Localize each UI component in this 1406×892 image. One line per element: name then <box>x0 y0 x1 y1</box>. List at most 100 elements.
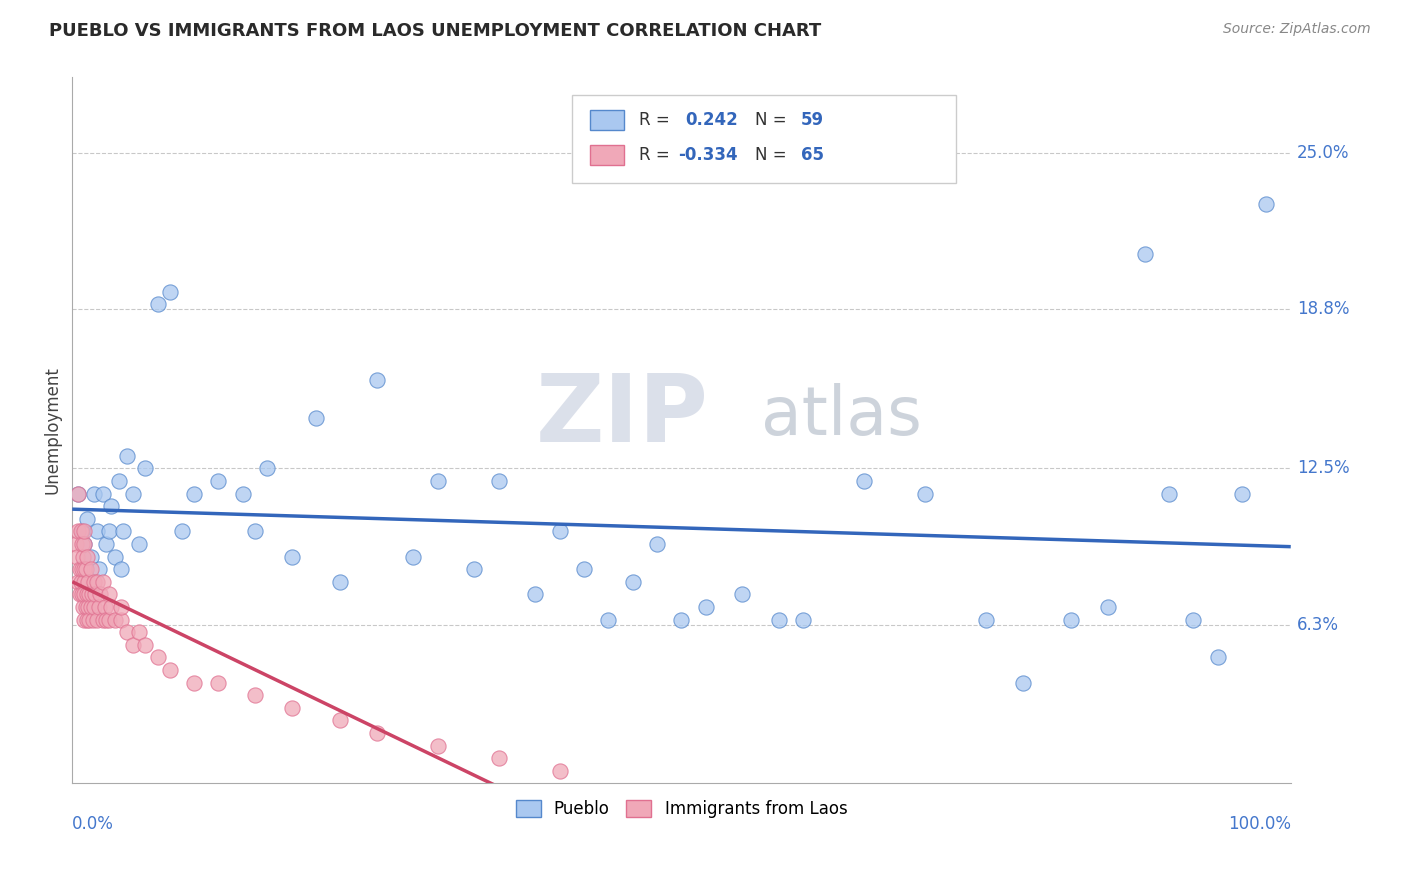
Point <box>243 524 266 539</box>
Point <box>69 524 91 539</box>
Point <box>72 549 94 564</box>
Point <box>67 574 90 589</box>
Point <box>122 638 145 652</box>
Point <box>914 486 936 500</box>
Point <box>112 524 135 539</box>
Point <box>115 449 138 463</box>
Point <box>1182 613 1205 627</box>
Point <box>83 486 105 500</box>
Point <box>77 599 100 614</box>
Point <box>170 524 193 539</box>
Point <box>426 739 449 753</box>
Point <box>974 613 997 627</box>
Point <box>73 524 96 539</box>
Point <box>598 613 620 627</box>
Point <box>70 562 93 576</box>
Point <box>207 474 229 488</box>
Bar <box>591 145 624 165</box>
Point <box>70 537 93 551</box>
Point <box>87 599 110 614</box>
Point <box>110 599 132 614</box>
Point <box>280 701 302 715</box>
Point <box>1256 196 1278 211</box>
Text: Source: ZipAtlas.com: Source: ZipAtlas.com <box>1223 22 1371 37</box>
Point <box>146 650 169 665</box>
Point <box>1230 486 1253 500</box>
Point <box>100 499 122 513</box>
Point <box>1133 247 1156 261</box>
Point <box>100 599 122 614</box>
Point <box>1060 613 1083 627</box>
Point <box>86 613 108 627</box>
Point <box>86 574 108 589</box>
Y-axis label: Unemployment: Unemployment <box>44 367 60 494</box>
Point <box>110 562 132 576</box>
Point <box>82 613 104 627</box>
Point <box>84 587 107 601</box>
Point <box>73 587 96 601</box>
Point <box>73 537 96 551</box>
Point <box>79 562 101 576</box>
Point <box>91 486 114 500</box>
Point <box>731 587 754 601</box>
Point <box>67 486 90 500</box>
FancyBboxPatch shape <box>572 95 956 184</box>
Point <box>488 751 510 765</box>
Point <box>70 524 93 539</box>
Point <box>97 613 120 627</box>
Text: ZIP: ZIP <box>536 370 709 462</box>
Point <box>79 613 101 627</box>
Text: N =: N = <box>755 111 792 128</box>
Point <box>128 537 150 551</box>
Point <box>463 562 485 576</box>
Point <box>524 587 547 601</box>
Point <box>69 562 91 576</box>
Point <box>80 587 103 601</box>
Point <box>366 373 388 387</box>
Point <box>159 285 181 299</box>
Point <box>97 524 120 539</box>
Point <box>645 537 668 551</box>
Point <box>183 486 205 500</box>
Point <box>96 613 118 627</box>
Point <box>73 613 96 627</box>
Point <box>69 574 91 589</box>
Point <box>768 613 790 627</box>
Point <box>97 587 120 601</box>
Point <box>94 599 117 614</box>
Point <box>107 474 129 488</box>
Point <box>548 764 571 778</box>
Point <box>426 474 449 488</box>
Point <box>1011 675 1033 690</box>
Point <box>183 675 205 690</box>
Point <box>76 587 98 601</box>
Point <box>73 562 96 576</box>
Point <box>76 512 98 526</box>
Point <box>66 549 89 564</box>
Point <box>87 562 110 576</box>
Point <box>104 613 127 627</box>
Text: 0.0%: 0.0% <box>72 815 114 833</box>
Point <box>122 486 145 500</box>
Point <box>134 638 156 652</box>
Point <box>695 599 717 614</box>
Point <box>1206 650 1229 665</box>
Point <box>128 625 150 640</box>
Point <box>83 574 105 589</box>
Point <box>115 625 138 640</box>
Point <box>256 461 278 475</box>
Text: 6.3%: 6.3% <box>1296 615 1339 633</box>
Text: -0.334: -0.334 <box>678 146 738 164</box>
Point <box>488 474 510 488</box>
Point <box>79 587 101 601</box>
Point <box>65 537 87 551</box>
Point <box>73 537 96 551</box>
Text: R =: R = <box>638 146 675 164</box>
Point <box>1157 486 1180 500</box>
Point <box>232 486 254 500</box>
Point <box>72 599 94 614</box>
Point <box>329 714 352 728</box>
Point <box>548 524 571 539</box>
Point <box>792 613 814 627</box>
Point <box>67 486 90 500</box>
